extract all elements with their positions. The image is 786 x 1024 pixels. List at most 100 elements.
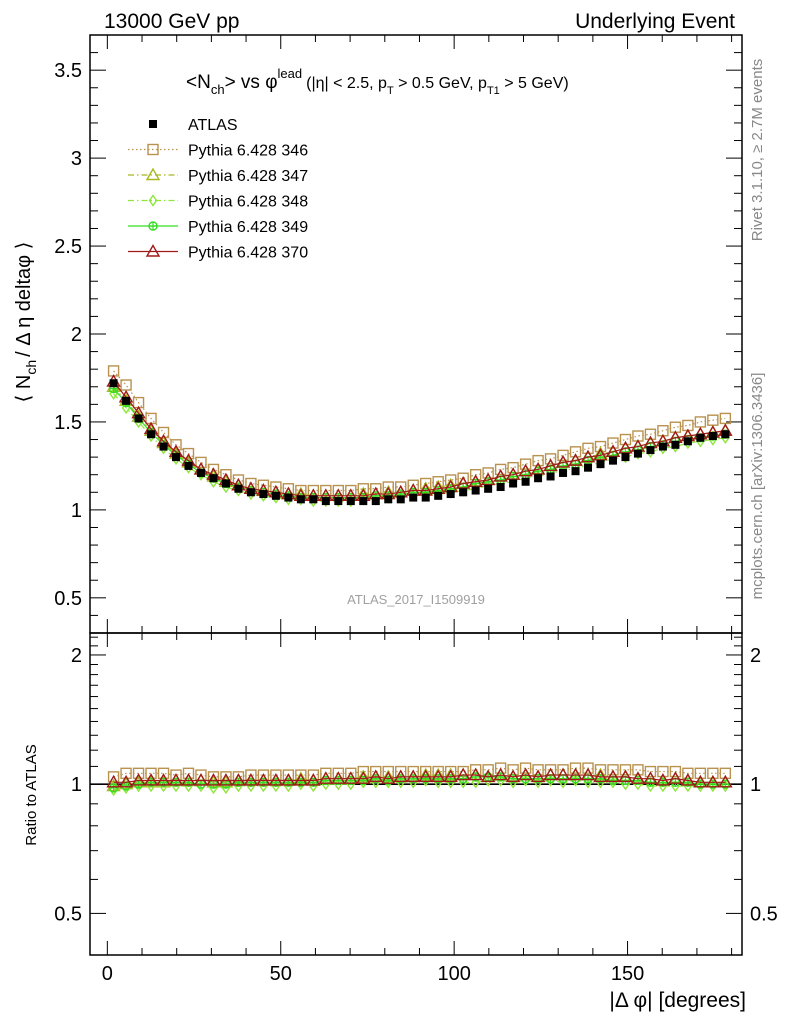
data-point — [594, 440, 607, 453]
series-line — [113, 388, 726, 499]
ratio-point — [356, 771, 371, 784]
y-tick-label: 3.5 — [54, 60, 82, 82]
data-point — [530, 462, 546, 475]
ratio-point — [168, 773, 184, 786]
ratio-point — [596, 776, 605, 789]
data-point — [582, 442, 594, 455]
ratio-y-tick-label: 1 — [71, 774, 82, 796]
ratio-point — [496, 774, 505, 787]
data-point — [696, 433, 705, 442]
data-point — [559, 468, 568, 477]
ratio-y-tick-label: 2 — [71, 645, 82, 667]
data-point — [122, 396, 131, 405]
ratio-point — [643, 771, 658, 784]
data-point — [694, 416, 707, 428]
legend-entry: ATLAS — [149, 117, 238, 134]
legend-marker — [147, 143, 159, 156]
ratio-y-tick-label-right: 2 — [750, 645, 761, 667]
legend-label: ATLAS — [188, 117, 238, 134]
data-point — [259, 490, 268, 499]
ratio-point — [406, 769, 421, 783]
y-axis-label-sub: ch — [23, 360, 39, 375]
data-point — [346, 497, 355, 506]
ratio-point — [705, 774, 721, 788]
series-atlas — [109, 379, 730, 506]
data-point — [359, 497, 368, 506]
ratio-point — [446, 776, 456, 789]
data-point — [321, 497, 330, 506]
data-point — [569, 446, 582, 458]
ratio-point — [508, 776, 518, 789]
data-point — [434, 491, 443, 500]
ratio-point — [582, 762, 594, 774]
ratio-point — [209, 781, 218, 795]
ratio-point — [632, 764, 644, 776]
data-point — [494, 463, 507, 476]
ratio-point — [618, 769, 633, 783]
ratio-point — [533, 776, 543, 789]
ratio-point — [483, 774, 493, 787]
ratio-frame-border — [89, 632, 743, 956]
data-point — [147, 430, 156, 439]
plot-title-cuts-1: (|η| < 2.5, p — [306, 75, 387, 92]
ratio-point — [644, 765, 657, 778]
ratio-point — [393, 769, 408, 783]
plot-title-vs: > vs φ — [225, 72, 278, 93]
ratio-y-tick-label: 0.5 — [54, 903, 82, 925]
ratio-point — [630, 771, 646, 784]
ratio-point — [518, 767, 533, 781]
ratio-point — [131, 773, 146, 786]
ratio-point — [221, 781, 231, 795]
ratio-y-tick-label-right: 1 — [750, 774, 761, 796]
ratio-point — [118, 774, 134, 788]
ratio-point — [418, 769, 433, 783]
data-point — [557, 449, 569, 462]
ratio-y-tick-label-right: 0.5 — [750, 903, 778, 925]
legend-entry: Pythia 6.428 347 — [128, 167, 308, 185]
ratio-point — [281, 773, 296, 786]
series-pythia-6-428-370 — [106, 374, 733, 502]
legend-label: Pythia 6.428 348 — [188, 194, 308, 211]
data-point — [658, 442, 667, 451]
data-point — [619, 433, 632, 446]
data-point — [683, 437, 692, 446]
x-tick-label: 100 — [437, 963, 470, 985]
data-point — [246, 488, 255, 497]
ratio-series-pythia-6-428-370 — [106, 767, 733, 788]
ratio-point — [206, 773, 221, 786]
x-axis-label: |Δ φ| [degrees] — [609, 989, 746, 1012]
data-point — [568, 453, 583, 466]
ratio-point — [468, 767, 483, 781]
data-point — [421, 493, 430, 502]
plot-title-main-sub: ch — [211, 82, 225, 97]
ratio-point — [218, 773, 234, 786]
data-point — [271, 491, 280, 500]
data-point — [543, 458, 558, 472]
ratio-point — [132, 767, 145, 780]
ratio-point — [558, 776, 568, 789]
data-point — [396, 495, 405, 504]
ratio-point — [493, 767, 508, 781]
data-point — [170, 439, 182, 451]
data-point — [546, 472, 555, 481]
series-pythia-6-428-348 — [109, 387, 730, 508]
main-plot-frame: 0.5 1 1.5 2 2.5 3 3.5 — [54, 34, 743, 955]
ratio-point — [505, 769, 521, 783]
data-point — [493, 469, 508, 482]
ratio-point — [408, 776, 418, 789]
ratio-point — [243, 773, 259, 786]
y-tick-label: 0.5 — [54, 588, 82, 610]
data-point — [580, 449, 596, 463]
x-tick-label: 0 — [102, 963, 113, 985]
y-tick-label: 1.5 — [54, 412, 82, 434]
data-point — [471, 486, 480, 495]
ratio-point — [455, 767, 471, 781]
data-point — [195, 456, 207, 469]
y-axis-label: ⟨ Nch / Δ η deltaφ ⟩ — [13, 242, 39, 403]
data-point — [468, 474, 483, 487]
data-point — [209, 474, 218, 483]
legend-marker — [149, 120, 157, 128]
header-left: 13000 GeV pp — [104, 10, 239, 33]
data-point — [446, 490, 455, 499]
